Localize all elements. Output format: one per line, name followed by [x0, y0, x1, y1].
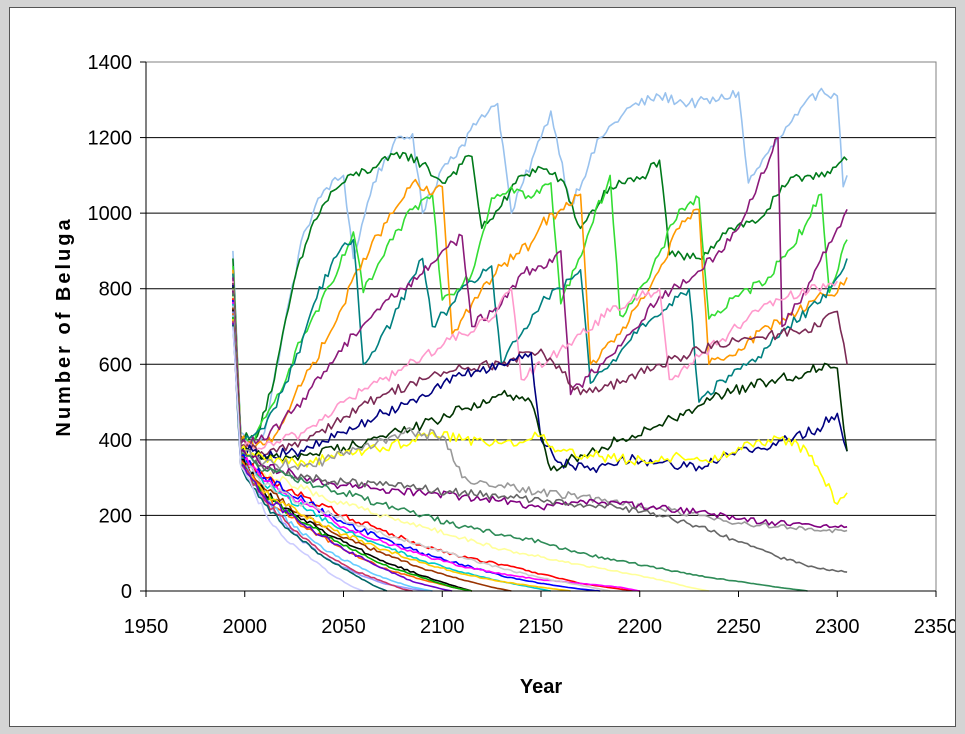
y-tick-label-0: 0: [121, 581, 132, 603]
x-tick-label-2000: 2000: [223, 616, 268, 638]
line-chart: 0 200 400 600 800 1000 1200 1400 1950 2000 2050 210…: [53, 52, 959, 698]
y-tick-label-1400: 1400: [88, 52, 133, 74]
y-axis-title: Number of Beluga: [53, 216, 75, 436]
series-line-32: [232, 326, 364, 592]
x-tick-label-1950: 1950: [124, 616, 169, 638]
series-line-28: [232, 318, 571, 592]
series-line-27: [232, 317, 473, 592]
x-tick-label-2150: 2150: [519, 616, 564, 638]
series-line-11: [232, 288, 848, 505]
series-line-8: [232, 282, 848, 457]
series-line-21: [232, 305, 611, 592]
series-line-15: [232, 294, 808, 592]
x-tick-label-2300: 2300: [815, 616, 860, 638]
y-tick-label-200: 200: [99, 505, 132, 527]
series-line-1: [232, 87, 848, 449]
x-tick-label-2200: 2200: [618, 616, 663, 638]
y-tick-label-800: 800: [99, 279, 132, 301]
series-line-16: [232, 296, 710, 592]
series-line-14: [232, 292, 848, 573]
series-line-22: [232, 307, 512, 592]
series-line-30: [232, 322, 453, 592]
y-tick-label-600: 600: [99, 354, 132, 376]
x-tick-label-2250: 2250: [716, 616, 761, 638]
series-line-5: [232, 238, 848, 443]
series-line-23: [232, 309, 473, 592]
tick-labels: 0 200 400 600 800 1000 1200 1400 1950 2000 2050 210…: [88, 52, 959, 638]
series-line-2: [232, 151, 848, 442]
y-tick-label-1000: 1000: [88, 203, 133, 225]
y-tick-label-1200: 1200: [88, 128, 133, 150]
series-line-3: [232, 174, 848, 445]
series-line-7: [232, 280, 838, 452]
series-line-4: [232, 178, 848, 449]
y-tick-label-400: 400: [99, 430, 132, 452]
series-line-25: [232, 313, 473, 592]
series-line-19: [232, 301, 640, 592]
x-tick-label-2100: 2100: [420, 616, 465, 638]
series-line-13: [232, 290, 848, 529]
series-line-31: [232, 324, 388, 592]
series-line-6: [232, 136, 848, 448]
series-line-12: [232, 288, 848, 534]
x-tick-label-2050: 2050: [321, 616, 366, 638]
x-tick-label-2350: 2350: [914, 616, 955, 638]
series-layer: [232, 87, 848, 592]
x-axis-title: Year: [520, 676, 562, 698]
chart-frame: 0 200 400 600 800 1000 1200 1400 1950 2000 2050 210…: [9, 7, 959, 727]
axes: [140, 61, 937, 597]
